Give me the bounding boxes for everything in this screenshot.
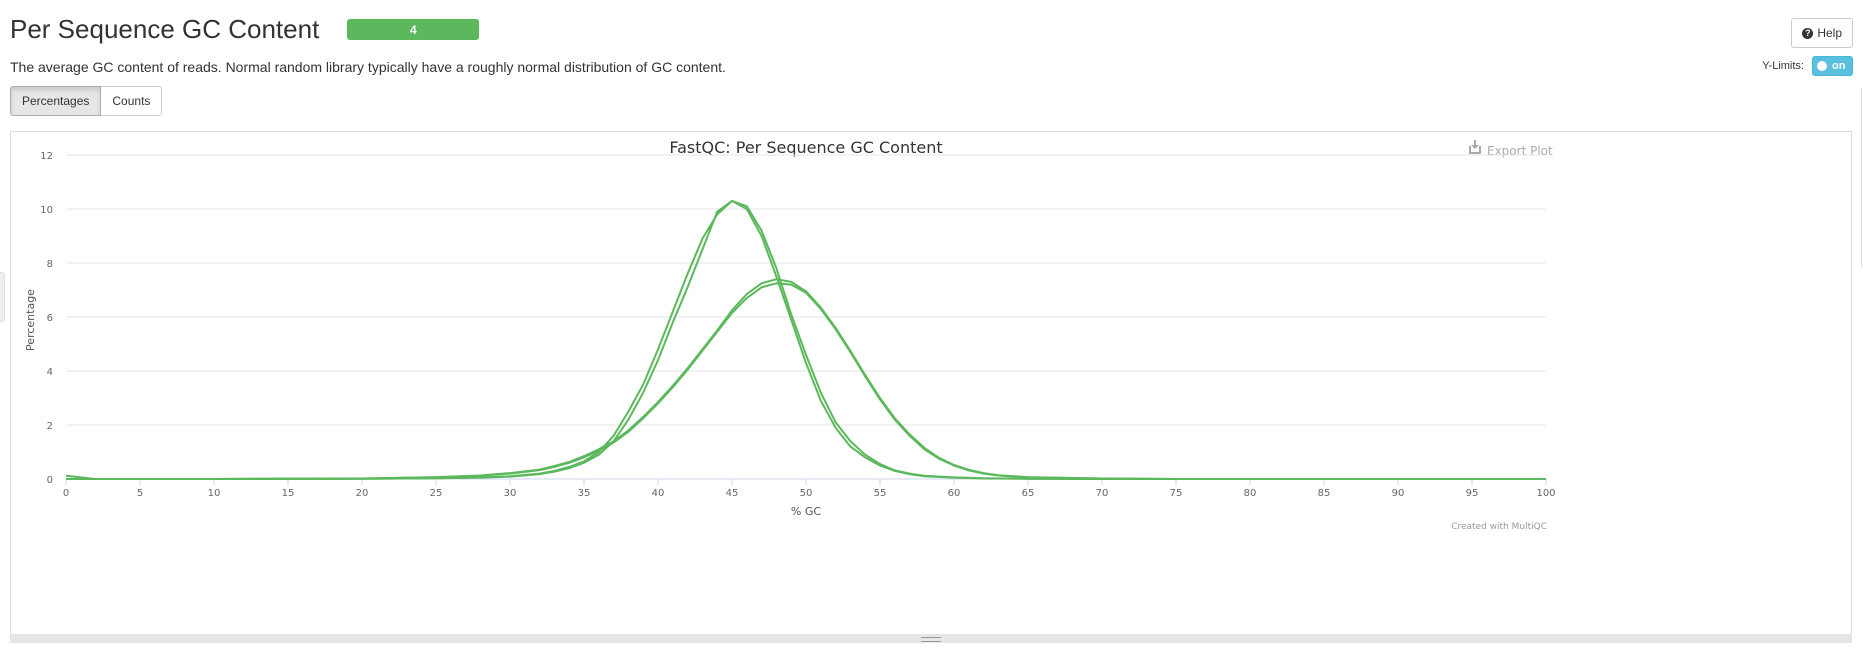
gc-content-chart: FastQC: Per Sequence GC Content Export P… (24, 138, 1556, 532)
plot-panel: FastQC: Per Sequence GC Content Export P… (10, 131, 1852, 643)
x-axis-ticks: 0 5 10 15 20 25 30 35 40 45 50 55 60 65 70 75 80 85 90 95 10… (63, 479, 1556, 499)
ylimits-toggle[interactable]: on (1812, 56, 1853, 76)
counts-button[interactable]: Counts (101, 86, 163, 116)
chart-grid (66, 154, 1546, 480)
x-tick-label: 35 (578, 488, 591, 499)
y-tick-label: 2 (47, 421, 53, 432)
y-tick-label: 10 (40, 205, 53, 216)
series-line-2[interactable] (66, 199, 1546, 480)
x-tick-label: 25 (430, 488, 443, 499)
resize-grip-icon (921, 637, 941, 642)
series-line-1[interactable] (65, 199, 1546, 480)
x-tick-label: 40 (652, 488, 665, 499)
x-tick-label: 15 (282, 488, 295, 499)
toggle-label: on (1832, 60, 1846, 72)
section-description: The average GC content of reads. Normal … (10, 59, 726, 75)
y-tick-label: 4 (47, 367, 53, 378)
x-tick-label: 80 (1244, 488, 1257, 499)
x-tick-label: 10 (208, 488, 221, 499)
x-tick-label: 90 (1392, 488, 1405, 499)
ylimits-label: Y-Limits: (1762, 60, 1804, 72)
side-panel-handle[interactable] (0, 272, 5, 322)
x-tick-label: 85 (1318, 488, 1331, 499)
chart-credit: Created with MultiQC (1451, 522, 1547, 532)
series-line-4[interactable] (66, 278, 1546, 480)
y-axis-ticks: 0 2 4 6 8 10 12 (40, 151, 53, 486)
x-axis-label: % GC (791, 505, 821, 518)
x-tick-label: 70 (1096, 488, 1109, 499)
x-tick-label: 50 (800, 488, 813, 499)
x-tick-label: 100 (1536, 488, 1555, 499)
y-axis-label: Percentage (24, 289, 37, 351)
y-tick-label: 8 (47, 259, 53, 270)
help-button-label: Help (1817, 26, 1842, 40)
percentages-button[interactable]: Percentages (10, 86, 102, 116)
y-tick-label: 0 (47, 475, 53, 486)
chart-series (65, 199, 1546, 480)
x-tick-label: 30 (504, 488, 517, 499)
ylimits-control: Y-Limits: on (1762, 56, 1853, 76)
question-circle-icon: ? (1802, 27, 1814, 39)
y-tick-label: 12 (40, 151, 53, 162)
status-badge: 4 (347, 19, 480, 40)
series-line-3[interactable] (66, 282, 1546, 480)
export-plot-label: Export Plot (1487, 144, 1553, 158)
x-tick-label: 5 (137, 488, 143, 499)
help-button[interactable]: ? Help (1791, 18, 1853, 48)
x-tick-label: 95 (1466, 488, 1479, 499)
x-tick-label: 45 (726, 488, 739, 499)
chart-title: FastQC: Per Sequence GC Content (669, 138, 942, 157)
x-tick-label: 75 (1170, 488, 1183, 499)
view-button-group: Percentages Counts (10, 86, 163, 116)
download-icon (1469, 140, 1481, 154)
x-tick-label: 60 (948, 488, 961, 499)
x-tick-label: 0 (63, 488, 69, 499)
toggle-knob-icon (1817, 61, 1827, 71)
right-edge-divider (1861, 88, 1865, 268)
x-tick-label: 55 (874, 488, 887, 499)
plot-resize-handle[interactable] (10, 634, 1852, 643)
header: Per Sequence GC Content 4 (10, 14, 480, 45)
y-tick-label: 6 (47, 313, 53, 324)
x-tick-label: 65 (1022, 488, 1035, 499)
page-title: Per Sequence GC Content (10, 14, 320, 44)
x-tick-label: 20 (356, 488, 369, 499)
